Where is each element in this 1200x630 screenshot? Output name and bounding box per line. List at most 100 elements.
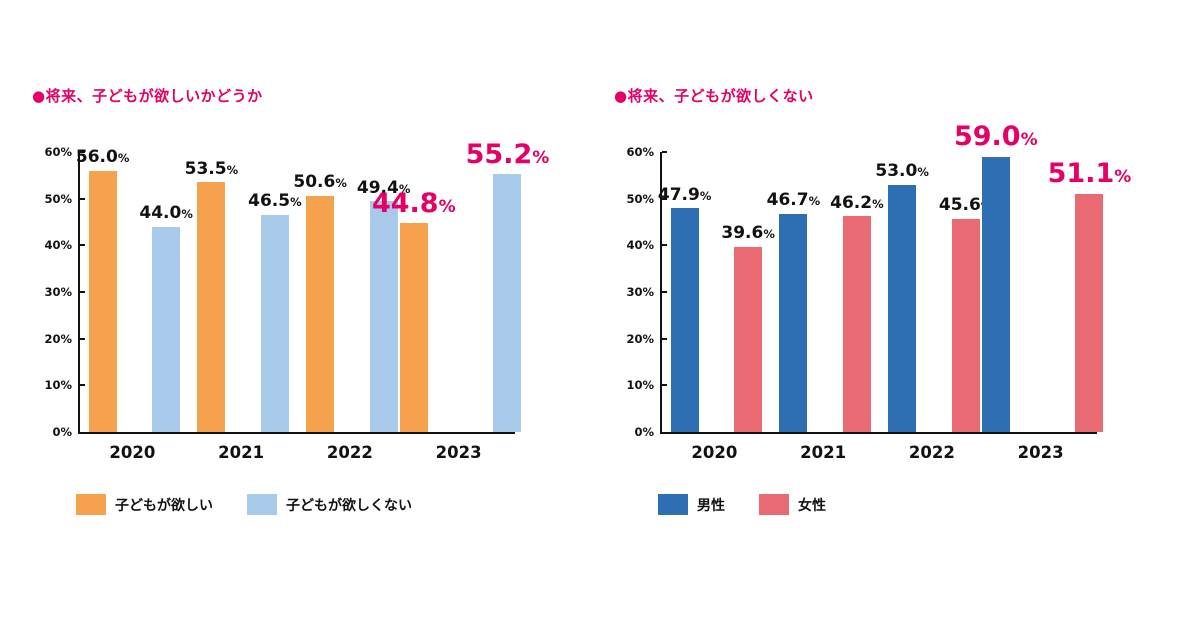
percent-sign: % xyxy=(438,196,456,217)
bar-女性-2021 xyxy=(842,216,871,432)
chart-want-children-overall: ●将来、子どもが欲しいかどうか 0% 10% 20% 30% 40% 50% 60% 56.0… xyxy=(30,88,575,515)
bar-男性-2023 xyxy=(981,156,1010,432)
bar-value-label: 59.0% xyxy=(954,123,1038,151)
y-tick-label: 30% xyxy=(626,285,654,299)
bar-子どもが欲しくない-2023 xyxy=(493,174,522,432)
bar-column: 44.8% xyxy=(371,187,456,432)
percent-sign: % xyxy=(808,194,821,209)
legend-item: 男性 xyxy=(658,494,725,515)
y-tick-mark xyxy=(80,384,85,387)
bar-女性-2022 xyxy=(951,219,980,432)
percent-sign: % xyxy=(226,162,239,177)
y-tick-mark xyxy=(80,197,85,200)
bar-子どもが欲しくない-2021 xyxy=(260,215,289,432)
bar-column: 47.9% xyxy=(658,186,712,432)
chart-title: ●将来、子どもが欲しくない xyxy=(614,87,814,105)
bar-column: 39.6% xyxy=(721,224,775,432)
bar-column: 55.2% xyxy=(465,139,549,432)
y-tick-label: 0% xyxy=(634,425,654,439)
legend-label: 子どもが欲しい xyxy=(115,497,213,514)
bar-group-2023: 44.8% 55.2% xyxy=(372,140,549,432)
legend-swatch xyxy=(658,494,688,515)
bar-女性-2023 xyxy=(1075,193,1104,432)
plot-area: 0% 10% 20% 30% 40% 50% 60% 47.9% 39.6% 46.7% 46.2%… xyxy=(626,123,1131,439)
percent-sign: % xyxy=(290,195,302,210)
legend-swatch xyxy=(759,494,789,515)
y-tick-mark xyxy=(80,337,85,340)
bar-value-number: 50.6 xyxy=(293,172,336,193)
percent-sign: % xyxy=(181,206,193,221)
y-tick-label: 20% xyxy=(626,331,654,346)
legend-swatch xyxy=(247,494,277,515)
chart-body: 0% 10% 20% 30% 40% 50% 60% 56.0% 44.0% 53.5% 46.5%… xyxy=(44,140,575,439)
chart-body: 0% 10% 20% 30% 40% 50% 60% 47.9% 39.6% 46.7% 46.2%… xyxy=(626,123,1157,439)
x-axis-label-2021: 2021 xyxy=(218,443,265,462)
legend-label: 男性 xyxy=(697,497,725,514)
bar-column: 51.1% xyxy=(1047,158,1132,432)
bar-value-label: 39.6% xyxy=(721,224,775,243)
y-tick-label: 60% xyxy=(44,145,72,159)
plot-area: 0% 10% 20% 30% 40% 50% 60% 56.0% 44.0% 53.5% 46.5%… xyxy=(44,140,549,439)
x-axis-label-2023: 2023 xyxy=(435,443,482,462)
y-tick-label: 20% xyxy=(44,331,72,346)
legend-item: 子どもが欲しい xyxy=(76,494,213,515)
y-tick-label: 40% xyxy=(44,238,72,253)
percent-sign: % xyxy=(917,164,929,179)
bar-column: 56.0% xyxy=(76,148,130,432)
bar-男性-2020 xyxy=(670,208,699,432)
bar-子どもが欲しい-2020 xyxy=(88,170,117,432)
y-tick-label: 60% xyxy=(626,145,654,159)
bar-value-number: 55.2 xyxy=(465,139,533,171)
percent-sign: % xyxy=(1114,167,1132,188)
bar-value-number: 51.1 xyxy=(1047,158,1115,190)
bar-value-number: 44.8 xyxy=(371,187,439,219)
x-axis-label-2021: 2021 xyxy=(800,443,847,462)
bar-value-number: 53.5 xyxy=(184,158,227,179)
y-tick-mark xyxy=(662,337,667,340)
bar-value-number: 46.7 xyxy=(766,190,809,211)
bar-女性-2020 xyxy=(734,247,763,432)
x-axis-label-2022: 2022 xyxy=(908,443,955,462)
bar-value-number: 46.2 xyxy=(830,192,873,213)
legend-label: 子どもが欲しくない xyxy=(286,497,412,514)
x-axis-label-2023: 2023 xyxy=(1017,443,1064,462)
bar-value-label: 53.5% xyxy=(184,158,239,179)
bar-value-number: 53.0 xyxy=(875,160,918,181)
y-tick-label: 0% xyxy=(52,425,72,439)
x-axis-labels: 2020 2021 2022 2023 xyxy=(78,443,513,462)
bar-column: 46.2% xyxy=(830,192,884,432)
bar-value-label: 46.2% xyxy=(830,192,883,213)
legend-item: 女性 xyxy=(759,494,826,515)
bar-column: 50.6% xyxy=(293,172,347,432)
bar-group-2020: 56.0% 44.0% xyxy=(76,148,193,432)
x-axis-label-2020: 2020 xyxy=(109,443,156,462)
y-tick-mark xyxy=(662,151,667,153)
y-tick-mark xyxy=(662,291,667,293)
legend-swatch xyxy=(76,494,106,515)
y-tick-mark xyxy=(80,151,85,153)
bar-column: 46.5% xyxy=(248,192,302,432)
bar-value-number: 49.4 xyxy=(356,177,399,198)
bar-column: 45.6% xyxy=(939,196,992,432)
bar-value-label: 44.0% xyxy=(139,202,193,223)
bar-value-label: 56.0% xyxy=(76,148,130,167)
bar-column: 53.0% xyxy=(875,160,929,432)
percent-sign: % xyxy=(1020,130,1038,151)
bar-group-2022: 53.0% 45.6% xyxy=(875,162,992,432)
percent-sign: % xyxy=(699,188,712,203)
bar-子どもが欲しい-2022 xyxy=(306,195,335,432)
bar-子どもが欲しい-2021 xyxy=(197,182,226,432)
bar-group-2023: 59.0% 51.1% xyxy=(954,123,1131,432)
bar-男性-2021 xyxy=(779,214,808,432)
bar-value-number: 44.0 xyxy=(139,202,182,223)
y-tick-mark xyxy=(662,197,667,200)
bar-column: 46.7% xyxy=(766,190,821,432)
bar-value-label: 53.0% xyxy=(875,160,929,181)
percent-sign: % xyxy=(763,227,775,242)
bar-男性-2022 xyxy=(888,184,917,432)
bar-column: 59.0% xyxy=(954,123,1038,432)
percent-sign: % xyxy=(117,150,130,165)
y-tick-label: 10% xyxy=(626,378,654,393)
y-tick-label: 10% xyxy=(44,378,72,393)
